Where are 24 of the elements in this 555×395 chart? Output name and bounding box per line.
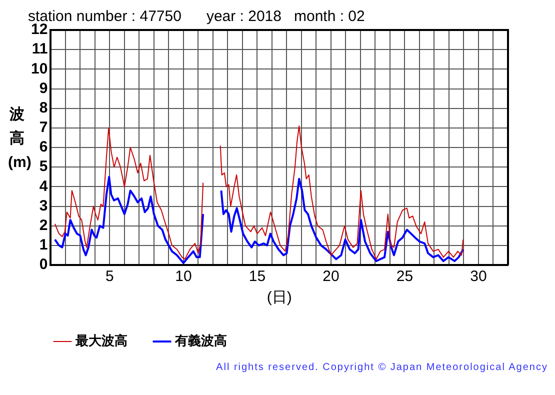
x-tick-label: 25 (396, 268, 414, 286)
x-tick-label: 10 (175, 268, 192, 286)
legend-label: 最大波高 (74, 333, 128, 348)
y-tick-label: 7 (39, 119, 48, 136)
y-tick-label: 2 (39, 216, 48, 234)
legend-label: 有義波高 (174, 333, 227, 348)
y-tick-label: 6 (39, 138, 48, 156)
text: All rights reserved. Copyright © Japan Meteorological Agency (215, 362, 548, 373)
x-axis-title: (日) (266, 289, 292, 306)
y-tick-label: 10 (30, 60, 48, 78)
y-tick-label: 5 (39, 158, 48, 176)
y-tick-label: 12 (30, 21, 48, 38)
y-tick-label: 0 (39, 256, 48, 274)
y-tick-label: 3 (39, 197, 48, 214)
y-tick-label: 1 (39, 236, 48, 254)
x-tick-label: 15 (248, 268, 266, 286)
x-tick-label: 20 (322, 268, 340, 286)
y-tick-label: 9 (39, 80, 48, 97)
y-tick-label: 11 (32, 40, 48, 58)
y-axis-title: 波高(m) (8, 105, 32, 173)
x-tick-label: 30 (470, 268, 487, 286)
x-tick-label: 5 (106, 268, 114, 286)
y-tick-label: 4 (39, 178, 48, 195)
y-tick-label: 8 (39, 99, 48, 116)
